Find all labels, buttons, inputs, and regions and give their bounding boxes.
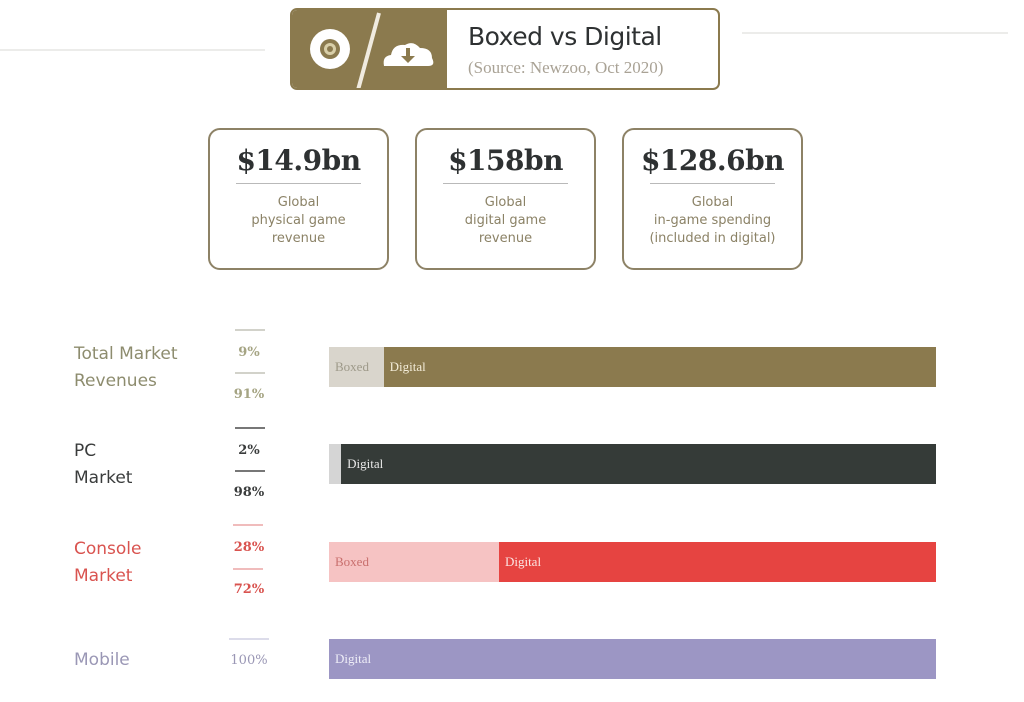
bar-segment-digital: Digital <box>383 347 936 387</box>
stat-card-in-game: $128.6bn Global in-game spending (includ… <box>622 128 803 270</box>
bar-segment-digital: Digital <box>341 444 936 484</box>
stacked-bar-total-market: Boxed Digital <box>329 347 936 387</box>
stat-desc-line: Global <box>277 195 320 210</box>
pct-separator <box>233 568 263 570</box>
stat-desc-line: Global <box>691 195 734 210</box>
digital-pct: 98% <box>233 485 265 500</box>
digital-pct: 91% <box>233 387 265 402</box>
stat-divider <box>443 183 568 184</box>
bar-segment-digital: Digital <box>329 639 936 679</box>
bar-segment-boxed <box>329 444 342 484</box>
decorative-line-left <box>0 49 265 51</box>
boxed-pct: 28% <box>233 540 265 555</box>
row-label-line: Mobile <box>74 650 130 670</box>
digital-pct: 72% <box>233 582 265 597</box>
disc-icon <box>310 29 350 69</box>
slash-divider <box>356 12 381 88</box>
stat-desc-line: in-game spending <box>653 213 772 228</box>
stat-desc-line: revenue <box>478 231 533 246</box>
stat-description: Global digital game revenue <box>417 194 594 248</box>
stat-description: Global in-game spending (included in dig… <box>624 194 801 248</box>
pct-separator <box>235 470 265 472</box>
stat-value: $14.9bn <box>236 144 361 177</box>
row-label-console-market: Console Market <box>74 536 142 590</box>
digital-pct: 100% <box>230 653 268 668</box>
row-label-line: Console <box>74 539 142 559</box>
row-label-line: Market <box>74 566 133 586</box>
stat-divider <box>236 183 361 184</box>
boxed-pct: 2% <box>238 443 260 458</box>
stat-value: $128.6bn <box>640 144 785 177</box>
pct-separator <box>233 524 263 526</box>
stat-card-physical: $14.9bn Global physical game revenue <box>208 128 389 270</box>
stacked-bar-pc-market: Digital <box>329 444 936 484</box>
source-note: (Source: Newzoo, Oct 2020) <box>468 58 664 77</box>
stat-desc-line: digital game <box>464 213 547 228</box>
bar-segment-boxed: Boxed <box>329 542 499 582</box>
pct-separator <box>229 638 269 640</box>
stat-desc-line: physical game <box>251 213 346 228</box>
row-label-line: PC <box>74 441 97 461</box>
boxed-pct: 9% <box>238 345 260 360</box>
title-icons-panel <box>292 10 447 88</box>
row-label-line: Total Market <box>74 344 178 364</box>
decorative-line-right <box>742 32 1008 34</box>
pct-separator <box>235 329 265 331</box>
row-label-line: Market <box>74 468 133 488</box>
row-label-pc-market: PC Market <box>74 438 132 492</box>
stat-divider <box>650 183 775 184</box>
row-label-line: Revenues <box>74 371 157 391</box>
stat-description: Global physical game revenue <box>210 194 387 248</box>
bar-segment-digital: Digital <box>498 542 936 582</box>
page-title: Boxed vs Digital <box>468 22 662 51</box>
row-label-mobile: Mobile <box>74 647 130 674</box>
row-label-total-market: Total Market Revenues <box>74 341 178 395</box>
stat-card-digital: $158bn Global digital game revenue <box>415 128 596 270</box>
title-banner: Boxed vs Digital (Source: Newzoo, Oct 20… <box>290 8 720 90</box>
stacked-bar-console-market: Boxed Digital <box>329 542 936 582</box>
cloud-download-icon <box>383 43 434 66</box>
stat-value: $158bn <box>448 144 563 177</box>
stat-desc-line: revenue <box>271 231 326 246</box>
stat-desc-line: Global <box>484 195 527 210</box>
pct-separator <box>235 427 265 429</box>
stacked-bar-mobile: Digital <box>329 639 936 679</box>
bar-segment-boxed: Boxed <box>329 347 384 387</box>
pct-separator <box>235 372 265 374</box>
stat-desc-line: (included in digital) <box>649 231 776 246</box>
